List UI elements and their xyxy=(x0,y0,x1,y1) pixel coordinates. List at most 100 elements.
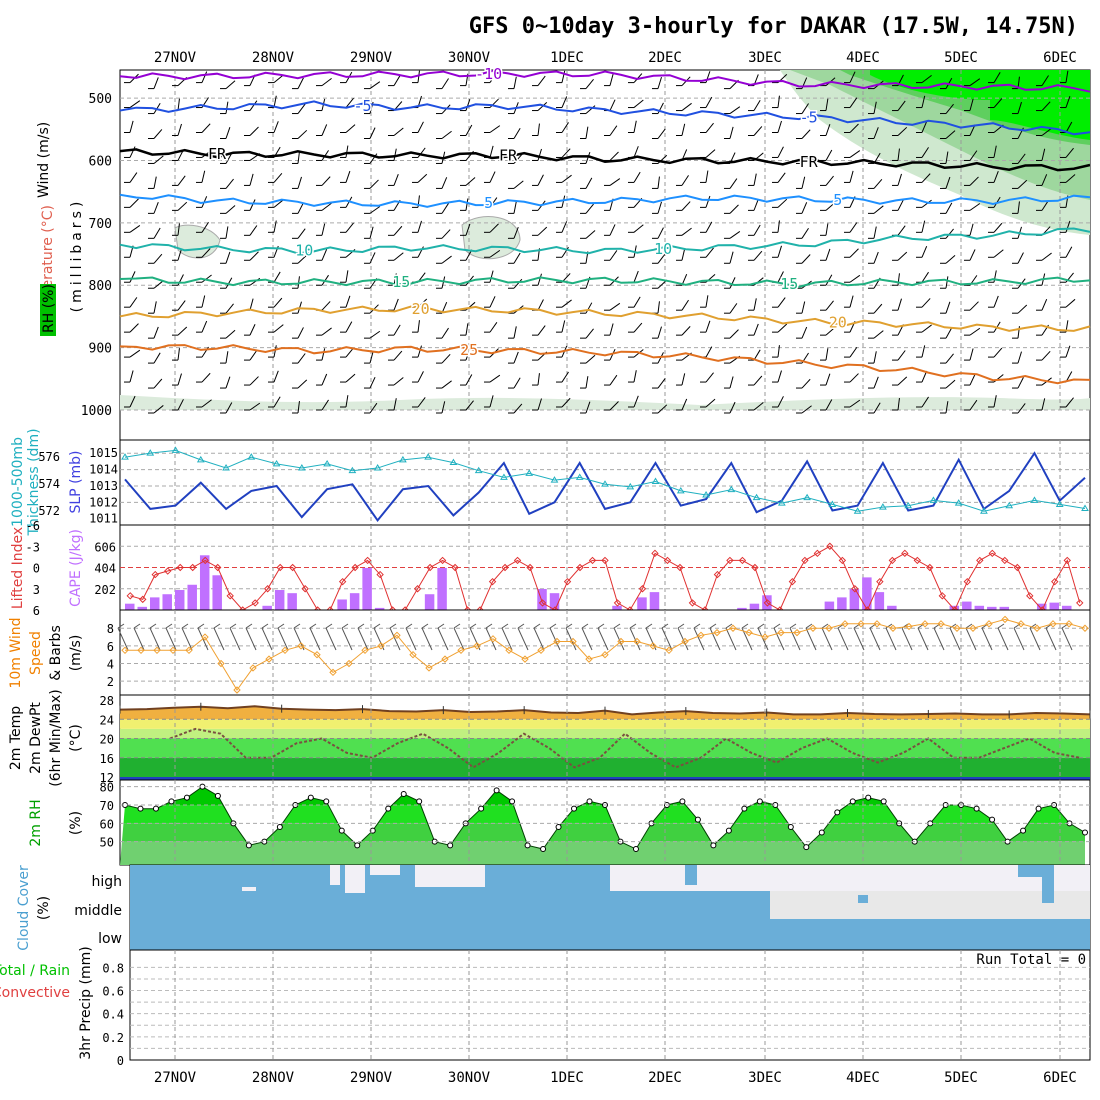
wind-barb xyxy=(460,124,473,137)
slp-thickness-axes: 576 574 572 1015 1014 1013 1012 1011 xyxy=(38,446,118,526)
rh-marker xyxy=(818,829,825,836)
wind-barb xyxy=(652,378,666,389)
wind-barb-shaft xyxy=(777,245,782,258)
temp-tick: 28 xyxy=(100,694,114,708)
wind-barb-shaft xyxy=(513,351,519,364)
wind-barb-shaft xyxy=(585,203,594,214)
wind-barb xyxy=(412,220,422,233)
wind-barb-shaft xyxy=(753,402,764,411)
wind-barb-shaft xyxy=(873,226,877,239)
wind-barb xyxy=(868,179,883,189)
wind-barb xyxy=(820,348,829,361)
wind-barb xyxy=(676,373,686,386)
wind-speed-marker xyxy=(1049,620,1057,628)
wind-barb xyxy=(700,170,709,183)
wind-barb-shaft xyxy=(537,226,548,236)
surface-barb xyxy=(341,627,353,651)
wind-barb xyxy=(844,170,854,183)
wind-barb-shaft xyxy=(897,100,906,111)
wind-barb xyxy=(964,98,974,112)
wind-barb xyxy=(436,229,451,239)
wind-barb xyxy=(604,374,618,386)
wind-barb-shaft xyxy=(1041,350,1051,361)
wind-barb xyxy=(436,255,452,264)
rh-marker xyxy=(632,846,639,852)
rh-band-low xyxy=(120,841,1085,865)
wind-barb xyxy=(316,327,332,336)
thickness-tick: 572 xyxy=(38,504,60,518)
wind-barb xyxy=(844,248,859,258)
wind-barb xyxy=(316,202,332,211)
wind-barb xyxy=(724,106,741,115)
wind-barb xyxy=(940,176,951,189)
wind-barb-shaft xyxy=(249,173,254,186)
wind-barb xyxy=(532,325,546,336)
wind-barb xyxy=(988,249,1004,258)
lifted-index-marker xyxy=(813,549,822,558)
cape-bar xyxy=(337,599,347,610)
wind-barb-shaft xyxy=(369,376,376,389)
cape-bar xyxy=(974,605,985,610)
wind-barb xyxy=(388,148,397,161)
wind-barb xyxy=(796,202,808,214)
wind-barb xyxy=(1012,351,1022,364)
wind-barb xyxy=(556,96,568,109)
wind-barb-shaft xyxy=(657,253,666,264)
wind-barb xyxy=(844,97,858,109)
wind-barb xyxy=(196,372,211,383)
wind-barb xyxy=(964,348,974,361)
wind-barb-shaft xyxy=(249,126,259,136)
surface-barb xyxy=(1045,627,1057,651)
wind-barb xyxy=(604,302,621,311)
thickness-marker xyxy=(424,453,433,460)
wind-barb-shaft xyxy=(297,379,308,389)
thickness-marker xyxy=(474,466,483,474)
wind-barb-shaft xyxy=(945,151,949,164)
wind-barb-shaft xyxy=(897,298,902,311)
surface-barb xyxy=(485,627,497,651)
wind-barb xyxy=(364,376,376,389)
cape-bar xyxy=(1049,602,1060,610)
wind-barb xyxy=(460,198,469,211)
wind-barb-shaft xyxy=(873,251,879,264)
rh-marker xyxy=(1020,827,1027,834)
thickness-marker xyxy=(929,496,938,503)
surface-barb-feather xyxy=(613,623,621,629)
lifted-index-marker xyxy=(451,563,459,572)
thickness-marker xyxy=(828,500,837,507)
thickness-line xyxy=(124,449,1086,512)
wind-barb-shaft xyxy=(1041,75,1049,86)
wind-barb-shaft xyxy=(489,249,501,258)
wind-barb-shaft xyxy=(465,374,473,386)
wind-barb xyxy=(508,252,521,264)
wind-barb xyxy=(220,226,229,239)
isotherm-label: FR xyxy=(208,145,227,163)
wind-barb-shaft xyxy=(465,99,471,111)
wind-barb xyxy=(916,345,926,358)
wind-barb-shaft xyxy=(129,349,141,358)
wind-barb-shaft xyxy=(513,226,519,239)
rh-tick: 50 xyxy=(100,836,114,850)
wind-barb xyxy=(1036,75,1049,87)
wind-barb xyxy=(220,80,236,90)
surface-barb xyxy=(997,627,1009,651)
wind-barb-shaft xyxy=(249,225,258,236)
wind-barb-shaft xyxy=(129,100,141,108)
wind-barb xyxy=(820,399,833,411)
wind-speed-marker xyxy=(761,633,769,641)
wind-barb-shaft xyxy=(153,77,159,89)
wind-barb-shaft xyxy=(177,399,184,411)
wind-barb xyxy=(676,248,686,261)
wind-barb-shaft xyxy=(705,320,711,333)
surface-barb-feather xyxy=(165,623,173,629)
wind-barb-shaft xyxy=(969,176,979,186)
wind-barb-shaft xyxy=(705,398,716,408)
wind-barb xyxy=(748,402,764,411)
wind-speed-marker xyxy=(585,655,593,663)
temp-band-12-16 xyxy=(120,757,1090,777)
wind-barb xyxy=(532,148,542,161)
wind-speed-marker xyxy=(489,635,497,643)
wind-barb-shaft xyxy=(777,370,782,383)
wind-barb-shaft xyxy=(633,296,641,308)
